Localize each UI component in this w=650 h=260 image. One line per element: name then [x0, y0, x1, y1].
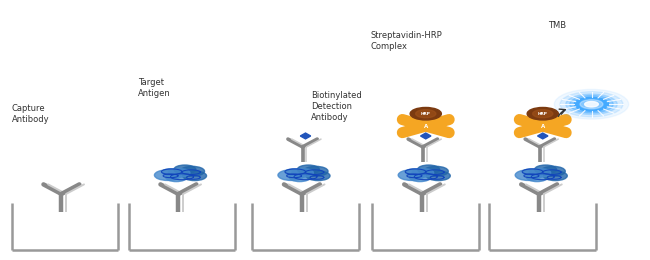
Circle shape	[180, 166, 205, 176]
Circle shape	[289, 173, 310, 181]
Circle shape	[162, 169, 179, 176]
Circle shape	[406, 169, 423, 176]
Polygon shape	[421, 133, 431, 139]
Circle shape	[424, 166, 448, 176]
Text: Biotinylated
Detection
Antibody: Biotinylated Detection Antibody	[311, 91, 361, 122]
Circle shape	[410, 173, 430, 181]
Circle shape	[580, 100, 603, 109]
Circle shape	[527, 107, 558, 120]
Circle shape	[278, 170, 304, 180]
Text: Streptavidin-HRP
Complex: Streptavidin-HRP Complex	[370, 31, 442, 51]
Circle shape	[285, 169, 303, 176]
Circle shape	[306, 171, 330, 181]
Circle shape	[410, 107, 441, 120]
Polygon shape	[538, 133, 548, 139]
Polygon shape	[300, 133, 311, 139]
Circle shape	[183, 171, 207, 181]
Text: Target
Antigen: Target Antigen	[138, 78, 170, 98]
Circle shape	[566, 94, 618, 115]
Circle shape	[543, 171, 567, 181]
Text: HRP: HRP	[538, 112, 548, 116]
Text: A: A	[541, 124, 545, 129]
Circle shape	[570, 96, 613, 113]
Circle shape	[532, 110, 553, 118]
Circle shape	[535, 165, 556, 174]
Circle shape	[426, 171, 450, 181]
Text: A: A	[424, 124, 428, 129]
Circle shape	[515, 170, 541, 180]
Circle shape	[155, 170, 181, 180]
Circle shape	[541, 166, 566, 176]
Circle shape	[292, 168, 313, 177]
Text: Capture
Antibody: Capture Antibody	[12, 104, 49, 124]
Circle shape	[418, 165, 439, 174]
Circle shape	[575, 98, 608, 111]
Circle shape	[415, 110, 436, 118]
Circle shape	[412, 168, 434, 177]
Circle shape	[174, 165, 196, 174]
Text: TMB: TMB	[548, 21, 566, 30]
Circle shape	[298, 165, 319, 174]
Circle shape	[584, 101, 599, 107]
Circle shape	[560, 92, 623, 117]
Circle shape	[554, 89, 629, 119]
Circle shape	[523, 169, 540, 176]
Circle shape	[166, 173, 187, 181]
Circle shape	[168, 168, 190, 177]
Text: HRP: HRP	[421, 112, 431, 116]
Circle shape	[398, 170, 424, 180]
Circle shape	[529, 168, 551, 177]
Circle shape	[526, 173, 547, 181]
Circle shape	[304, 166, 328, 176]
